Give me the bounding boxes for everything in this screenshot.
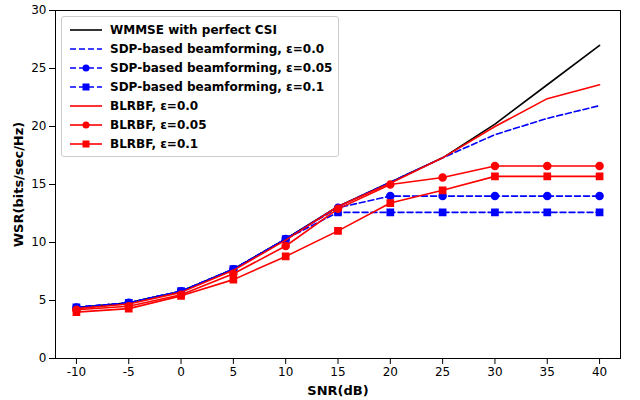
svg-text:-5: -5 bbox=[123, 365, 135, 379]
svg-text:-10: -10 bbox=[67, 365, 87, 379]
html-text:BLRBF, ε=0.05: BLRBF, ε=0.05 bbox=[110, 117, 207, 132]
svg-text:5: 5 bbox=[230, 365, 238, 379]
svg-text:0: 0 bbox=[39, 351, 47, 365]
svg-text:30: 30 bbox=[31, 3, 46, 17]
html-text:BLRBF, ε=0.0: BLRBF, ε=0.0 bbox=[110, 98, 199, 113]
svg-text:35: 35 bbox=[540, 365, 555, 379]
html-text:SDP-based beamforming, ε=0.1: SDP-based beamforming, ε=0.1 bbox=[110, 79, 325, 94]
svg-text:40: 40 bbox=[592, 365, 607, 379]
svg-text:SNR(dB): SNR(dB) bbox=[307, 383, 368, 398]
svg-text:15: 15 bbox=[330, 365, 345, 379]
svg-text:10: 10 bbox=[31, 235, 46, 249]
svg-text:25: 25 bbox=[435, 365, 450, 379]
html-text:BLRBF, ε=0.1: BLRBF, ε=0.1 bbox=[110, 136, 199, 151]
svg-text:5: 5 bbox=[39, 293, 47, 307]
svg-text:20: 20 bbox=[383, 365, 398, 379]
svg-text:30: 30 bbox=[487, 365, 502, 379]
svg-text:15: 15 bbox=[31, 177, 46, 191]
svg-text:25: 25 bbox=[31, 61, 46, 75]
svg-text:WSR(bits/sec/Hz): WSR(bits/sec/Hz) bbox=[11, 122, 26, 248]
svg-text:10: 10 bbox=[278, 365, 293, 379]
html-text:SDP-based beamforming, ε=0.05: SDP-based beamforming, ε=0.05 bbox=[110, 60, 333, 75]
svg-text:20: 20 bbox=[31, 119, 46, 133]
svg-text:0: 0 bbox=[177, 365, 185, 379]
html-text:WMMSE with perfect CSI: WMMSE with perfect CSI bbox=[110, 22, 277, 37]
html-text:SDP-based beamforming, ε=0.0: SDP-based beamforming, ε=0.0 bbox=[110, 41, 325, 56]
